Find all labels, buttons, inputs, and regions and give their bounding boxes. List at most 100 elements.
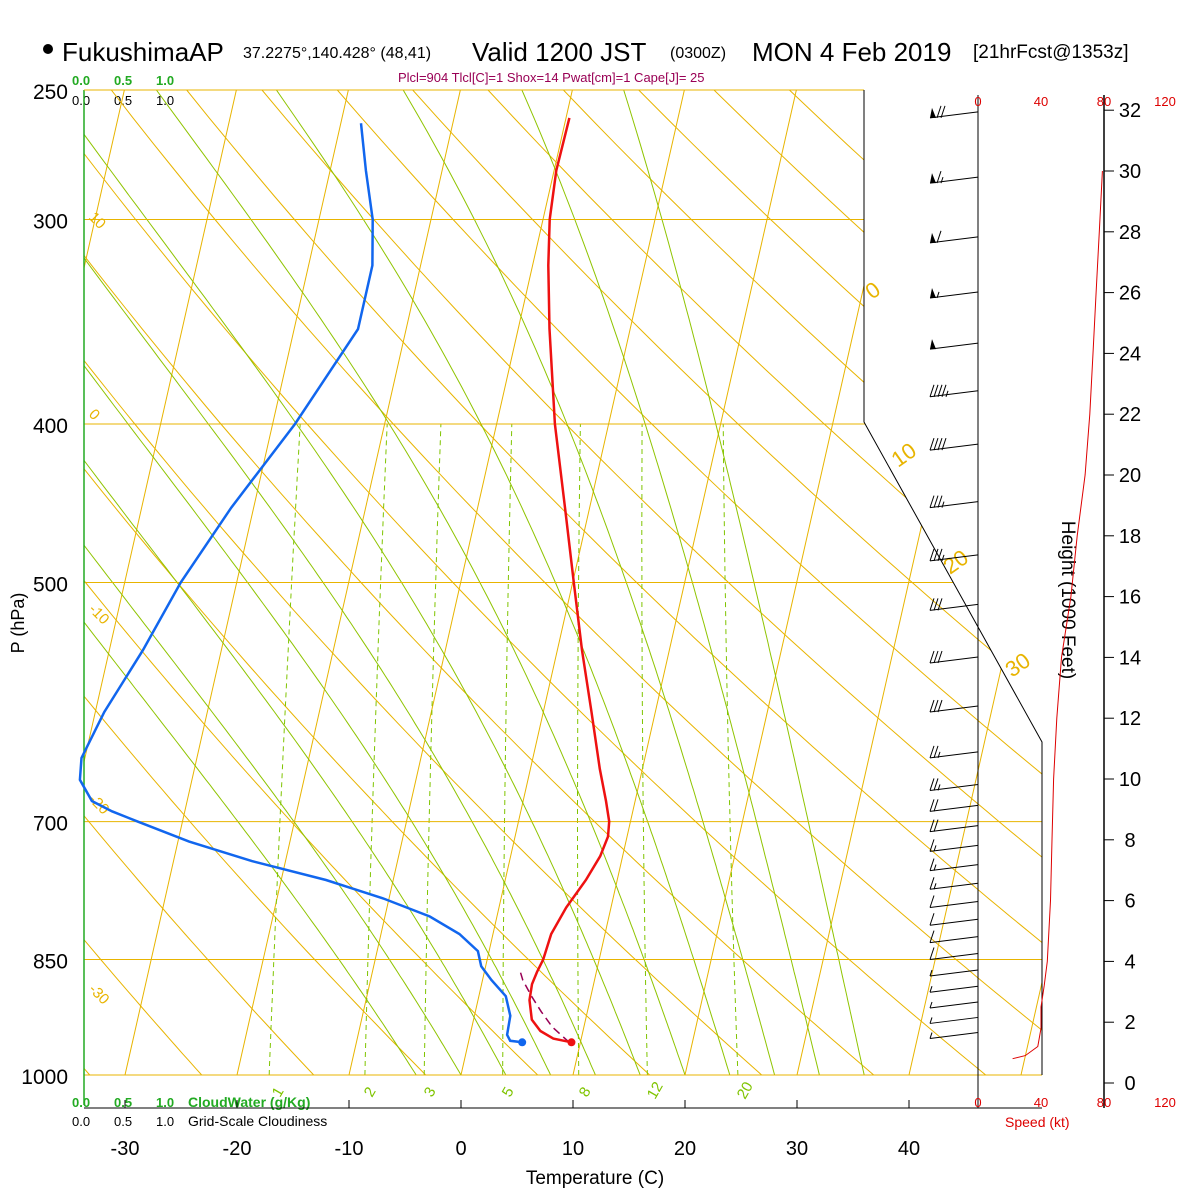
wind-barb-feather [933,437,939,451]
wind-barb [929,437,979,451]
cloud-water-scale-bottom-2: 1.0 [156,1095,174,1110]
x-axis-title: Temperature (C) [526,1168,664,1189]
station-coords: 37.2275°,140.428° (48,41) [243,45,431,62]
dry-adiabat-line [84,90,987,1075]
height-tick-label: 0 [1124,1073,1135,1095]
wind-barb-feather [933,799,939,812]
parcel-path-line [518,969,570,1043]
wind-barb-flag [930,232,936,243]
dry-adiabat-line [84,90,763,1075]
pressure-tick-label: 300 [33,211,68,234]
wind-barb-flag [930,287,936,298]
wind-barb-feather [937,437,943,451]
wind-barb-staff [929,1001,979,1009]
wind-barb-feather [929,598,935,611]
wind-barb-feather [937,548,943,562]
wind-barb-staff [929,918,979,926]
wind-barb-staff [929,342,979,350]
wind-barb-staff [929,864,979,872]
wind-barb-feather [929,699,935,713]
y-axis-title: P (hPa) [8,593,28,654]
wind-barb-flag [930,173,936,184]
wind-barb-feather [933,384,939,397]
wind-barb-staff [929,844,979,852]
wind-barb-feather [929,895,935,908]
wind-barb-half-feather [933,864,937,871]
dry-adiabat-line [110,90,1042,1075]
dry-adiabat-line [487,90,1042,1075]
dry-adiabat-line [336,90,1042,1075]
wind-barb-half-feather [937,751,941,759]
mixing-ratio-label: 12 [644,1079,667,1102]
mixing-ratio-label: 3 [421,1084,440,1100]
station-marker-icon [43,44,53,54]
mixing-ratio-line [268,423,301,1075]
wind-barb-staff [929,656,979,664]
temperature-tick-label: 20 [674,1138,696,1160]
wind-barb [929,969,979,977]
temperature-tick-label: -10 [335,1138,364,1160]
wind-barb-half-feather [933,845,937,852]
temperature-tick-label: 40 [898,1138,920,1160]
dry-adiabat-line [186,90,1042,1075]
wind-barb-feather [933,548,939,562]
height-tick-label: 20 [1119,465,1141,487]
wind-barb-feather [929,650,935,664]
temperature-tick-label: -30 [111,1138,140,1160]
wind-barb-feather [933,778,939,791]
wind-barb-half-feather [941,554,945,562]
wind-barb-staff [929,390,979,398]
pressure-tick-label: 1000 [21,1066,68,1089]
wind-barb-feather [929,384,935,397]
wind-barb-staff [929,501,979,509]
wind-barb [929,495,979,509]
wind-barb [929,105,979,119]
wind-barb-half-feather [940,176,944,184]
wind-barb [929,799,979,812]
dry-adiabat-line [261,90,1042,1075]
wind-barb-half-feather [933,883,937,890]
speed-tick-label-bottom: 80 [1097,1095,1111,1110]
wind-barb [929,913,979,926]
wind-barb [929,947,979,961]
wind-barb [929,339,979,350]
isotherm-label: 0 [85,406,103,424]
wind-barb-feather [936,230,942,244]
mixing-ratio-line [722,423,739,1075]
speed-tick-label-top: 40 [1034,94,1048,109]
wind-barb-half-feather [929,1032,933,1039]
forecast-info: [21hrFcst@1353z] [973,42,1129,63]
mixing-ratio-label: 5 [499,1084,518,1100]
height-tick-label: 8 [1124,830,1135,852]
height-tick-label: 22 [1119,404,1141,426]
wind-barb [929,699,979,713]
wind-barb-half-feather [929,969,933,977]
wind-barb [929,930,979,944]
cloud-water-scale-top-0: 0.0 [72,73,90,88]
wind-barb-staff [929,603,979,611]
wind-barb-half-feather [929,1001,933,1009]
wind-barb-staff [929,705,979,713]
valid-date: MON 4 Feb 2019 [752,37,951,67]
wind-barb-flag [930,339,936,350]
moist-adiabat-line [84,90,417,1075]
wind-speed-line [1012,170,1103,1060]
cloud-water-scale-top-2: 1.0 [156,73,174,88]
mixing-ratio-label: 20 [734,1079,757,1102]
speed-tick-label-top: 120 [1154,94,1176,109]
wind-barb-half-feather [929,986,933,993]
height-tick-label: 4 [1124,951,1135,973]
wind-barb-staff [929,443,979,451]
speed-tick-label-top: 0 [974,94,981,109]
isotherm-label: 10 [85,209,109,233]
cloud-water-scale-bottom-1: 0.5 [114,1095,132,1110]
wind-barb [929,985,979,993]
surface-temperature-point [567,1038,576,1047]
moist-adiabat-line [84,90,462,1075]
wind-barb-feather [933,745,939,759]
wind-barb-staff [929,953,979,961]
wind-barb-feather [929,947,935,960]
wind-barb [929,1032,979,1040]
wind-barb [929,819,979,833]
cloud-water-title: CloudWater (g/Kg) [188,1094,310,1110]
